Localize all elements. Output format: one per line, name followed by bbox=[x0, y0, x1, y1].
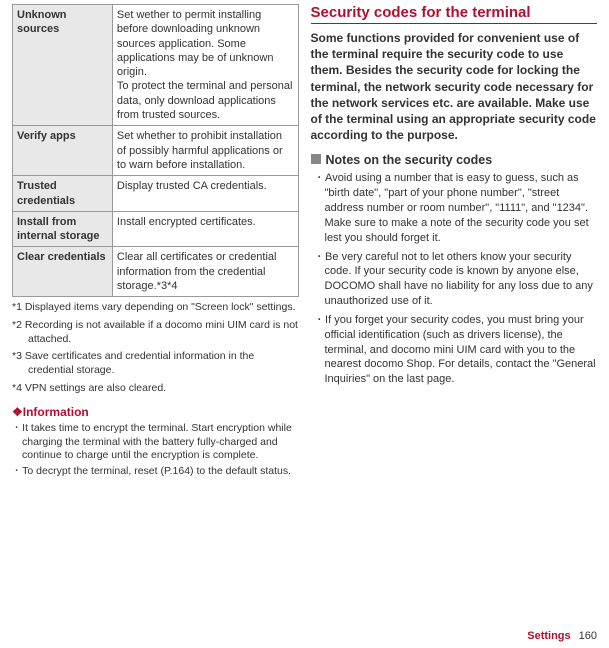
setting-name: Clear credentials bbox=[13, 247, 113, 297]
setting-name: Verify apps bbox=[13, 126, 113, 176]
section-body: Some functions provided for convenient u… bbox=[311, 30, 598, 143]
page-footer: Settings 160 bbox=[527, 630, 597, 642]
setting-name: Trusted credentials bbox=[13, 176, 113, 212]
notes-header: Notes on the security codes bbox=[311, 153, 598, 167]
information-header: ❖Information bbox=[12, 405, 299, 419]
note-bullet: ･ Be very careful not to let others know… bbox=[311, 250, 598, 309]
setting-description: Set whether to prohibit installation of … bbox=[112, 126, 298, 176]
note-bullet: ･ If you forget your security codes, you… bbox=[311, 313, 598, 387]
table-row: Unknown sourcesSet wether to permit inst… bbox=[13, 5, 299, 126]
info-bullet: ･ To decrypt the terminal, reset (P.164)… bbox=[12, 465, 299, 479]
section-title: Security codes for the terminal bbox=[311, 4, 598, 24]
setting-name: Unknown sources bbox=[13, 5, 113, 126]
table-row: Trusted credentialsDisplay trusted CA cr… bbox=[13, 176, 299, 212]
footer-section-label: Settings bbox=[527, 630, 570, 642]
footnote: *4 VPN settings are also cleared. bbox=[12, 382, 299, 396]
footnote: *3 Save certificates and credential info… bbox=[12, 350, 299, 377]
setting-description: Set wether to permit installing before d… bbox=[112, 5, 298, 126]
footnote: *2 Recording is not available if a docom… bbox=[12, 319, 299, 346]
setting-name: Install from internal storage bbox=[13, 211, 113, 247]
info-bullet: ･ It takes time to encrypt the terminal.… bbox=[12, 422, 299, 463]
setting-description: Display trusted CA credentials. bbox=[112, 176, 298, 212]
setting-description: Install encrypted certificates. bbox=[112, 211, 298, 247]
table-row: Clear credentialsClear all certificates … bbox=[13, 247, 299, 297]
settings-table: Unknown sourcesSet wether to permit inst… bbox=[12, 4, 299, 297]
table-row: Verify appsSet whether to prohibit insta… bbox=[13, 126, 299, 176]
table-row: Install from internal storageInstall enc… bbox=[13, 211, 299, 247]
square-bullet-icon bbox=[311, 154, 321, 164]
note-bullet: ･ Avoid using a number that is easy to g… bbox=[311, 171, 598, 245]
notes-header-text: Notes on the security codes bbox=[326, 153, 493, 167]
footnote: *1 Displayed items vary depending on "Sc… bbox=[12, 301, 299, 315]
page-number: 160 bbox=[579, 630, 597, 642]
setting-description: Clear all certificates or credential inf… bbox=[112, 247, 298, 297]
